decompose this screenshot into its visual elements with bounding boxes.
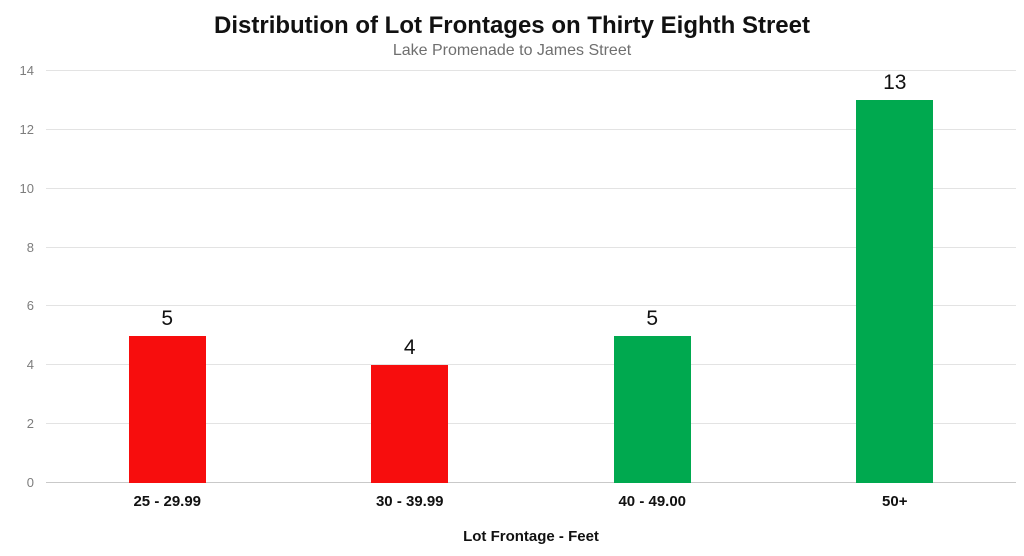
y-tick-label: 12 <box>19 121 34 137</box>
y-tick-label: 14 <box>19 63 34 78</box>
bar-30-39-99 <box>371 365 449 483</box>
bar-value-label: 4 <box>403 336 416 360</box>
y-tick-label: 2 <box>26 416 34 432</box>
x-tick-label: 25 - 29.99 <box>133 493 202 510</box>
gridline <box>46 128 1016 130</box>
gridline <box>46 70 1016 71</box>
chart-title: Distribution of Lot Frontages on Thirty … <box>214 12 810 39</box>
x-tick-label: 40 - 49.00 <box>618 493 687 510</box>
x-tick-label: 30 - 39.99 <box>375 493 444 510</box>
y-tick-label: 4 <box>26 357 34 373</box>
bar-value-label: 13 <box>883 71 907 95</box>
chart-subtitle: Lake Promenade to James Street <box>392 42 632 59</box>
y-tick-label: 10 <box>19 180 34 196</box>
y-tick-label: 8 <box>26 239 34 255</box>
gridline <box>46 246 1016 248</box>
bar-40-49-00 <box>613 335 691 483</box>
bar-25-29-99 <box>128 335 206 483</box>
gridline <box>46 187 1016 189</box>
y-tick-label: 6 <box>26 298 34 314</box>
x-tick-label: 50+ <box>882 493 908 510</box>
y-tick-label: 0 <box>26 475 34 490</box>
bar-value-label: 5 <box>646 306 659 330</box>
x-axis-title: Lot Frontage - Feet <box>463 528 599 545</box>
plot-area: 5 4 5 13 <box>46 70 1016 483</box>
gridline <box>46 364 1016 366</box>
bar-50+ <box>856 100 934 483</box>
x-axis-baseline <box>46 482 1016 483</box>
gridline <box>46 305 1016 307</box>
gridline <box>46 423 1016 425</box>
bar-value-label: 5 <box>161 306 174 330</box>
